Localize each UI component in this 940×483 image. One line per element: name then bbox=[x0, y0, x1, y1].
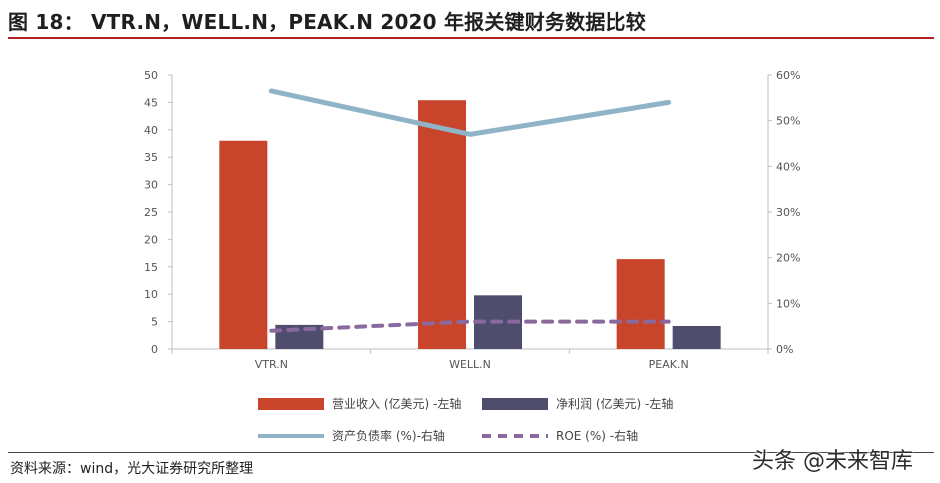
category-label: PEAK.N bbox=[649, 358, 689, 371]
line-series bbox=[268, 88, 672, 333]
roe-line bbox=[269, 319, 671, 333]
category-label: VTR.N bbox=[255, 358, 288, 371]
left-axis-ticks: 0 5 10 15 20 25 30 35 40 45 50 bbox=[144, 69, 172, 356]
legend-swatch bbox=[482, 398, 548, 410]
right-tick-label: 10% bbox=[776, 297, 800, 310]
title-divider bbox=[8, 37, 934, 39]
legend-debt-ratio: 资产负债率 (%)-右轴 bbox=[258, 428, 445, 443]
right-tick-label: 0% bbox=[776, 343, 793, 356]
legend-roe: ROE (%) -右轴 bbox=[482, 428, 638, 443]
debt-ratio-line bbox=[268, 88, 672, 137]
category-label: WELL.N bbox=[449, 358, 491, 371]
combo-chart: 0 5 10 15 20 25 30 35 40 45 50 0% 10% 20% 30% 40% 50% 60… bbox=[144, 69, 800, 443]
left-tick-label: 25 bbox=[144, 206, 158, 219]
left-tick-label: 45 bbox=[144, 96, 158, 109]
watermark: 头条 @未来智库 bbox=[752, 449, 913, 474]
left-tick-label: 30 bbox=[144, 179, 158, 192]
left-tick-label: 0 bbox=[151, 343, 158, 356]
right-tick-label: 60% bbox=[776, 69, 800, 82]
right-tick-label: 40% bbox=[776, 160, 800, 173]
source-note: 资料来源：wind，光大证券研究所整理 bbox=[10, 461, 254, 477]
legend-revenue: 营业收入 (亿美元) -左轴 bbox=[258, 396, 461, 411]
legend-label: ROE (%) -右轴 bbox=[556, 428, 638, 443]
revenue-bar bbox=[219, 140, 268, 349]
right-tick-label: 50% bbox=[776, 115, 800, 128]
revenue-bar bbox=[418, 100, 466, 349]
right-tick-label: 30% bbox=[776, 206, 800, 219]
category-labels: VTR.N WELL.N PEAK.N bbox=[171, 349, 769, 371]
left-tick-label: 20 bbox=[144, 233, 158, 246]
left-tick-label: 5 bbox=[151, 316, 158, 329]
left-tick-label: 15 bbox=[144, 261, 158, 274]
left-tick-label: 40 bbox=[144, 124, 158, 137]
legend-label: 资产负债率 (%)-右轴 bbox=[332, 428, 445, 443]
revenue-bar bbox=[616, 259, 665, 349]
legend-label: 净利润 (亿美元) -左轴 bbox=[556, 396, 673, 411]
legend-label: 营业收入 (亿美元) -左轴 bbox=[332, 396, 461, 411]
right-tick-label: 20% bbox=[776, 252, 800, 265]
legend-net-profit: 净利润 (亿美元) -左轴 bbox=[482, 396, 673, 411]
left-tick-label: 50 bbox=[144, 69, 158, 82]
left-tick-label: 35 bbox=[144, 151, 158, 164]
bar-series bbox=[219, 100, 721, 349]
figure-title: 图 18： VTR.N，WELL.N，PEAK.N 2020 年报关键财务数据比… bbox=[8, 10, 646, 34]
right-axis-ticks: 0% 10% 20% 30% 40% 50% 60% bbox=[768, 69, 800, 356]
left-tick-label: 10 bbox=[144, 288, 158, 301]
source-divider bbox=[8, 452, 934, 453]
legend-swatch bbox=[258, 398, 324, 410]
net-profit-bar bbox=[672, 325, 721, 349]
